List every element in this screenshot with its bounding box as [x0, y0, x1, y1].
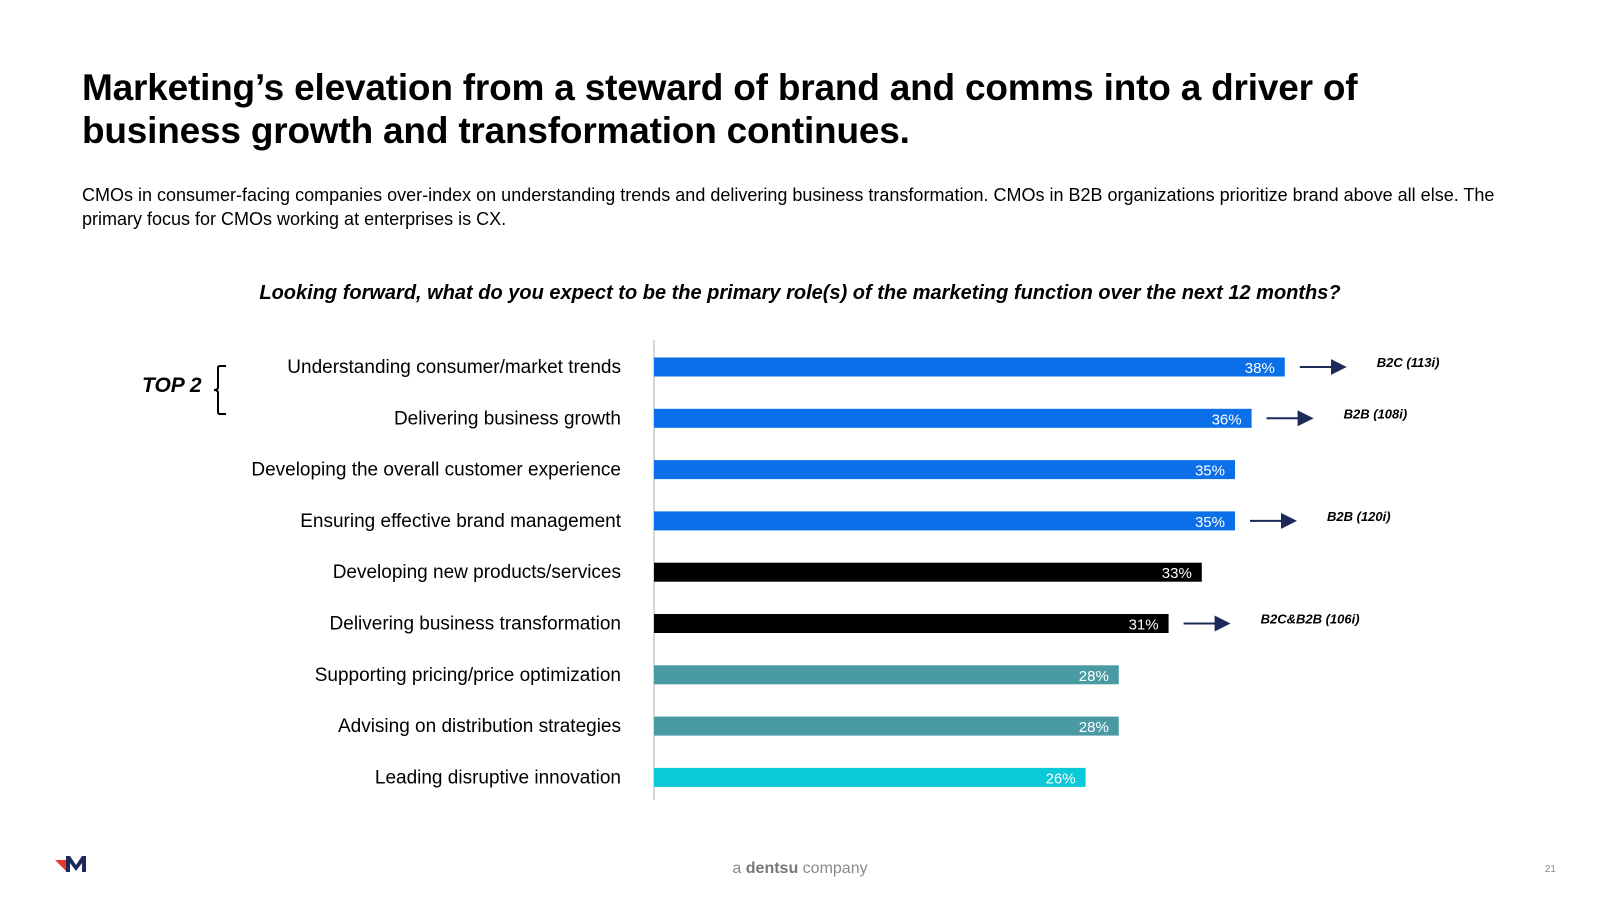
value-label: 26% — [1046, 770, 1076, 787]
bar — [654, 357, 1285, 377]
value-label: 35% — [1195, 463, 1225, 480]
logo-red-mark — [55, 860, 67, 872]
logo-m-mark — [66, 856, 86, 872]
category-label: Leading disruptive innovation — [375, 767, 621, 788]
category-label: Ensuring effective brand management — [300, 511, 621, 532]
segment-annotation: B2B (120i) — [1327, 509, 1391, 524]
value-label: 28% — [1079, 668, 1109, 685]
bar — [654, 408, 1252, 428]
category-label: Developing new products/services — [333, 562, 621, 583]
category-label: Advising on distribution strategies — [338, 716, 621, 737]
top2-brace — [213, 365, 226, 415]
chart-question: Looking forward, what do you expect to b… — [259, 282, 1341, 304]
bar — [654, 511, 1235, 531]
segment-annotation: B2B (108i) — [1344, 406, 1408, 421]
bar — [654, 665, 1119, 685]
page-title: Marketing’s elevation from a steward of … — [82, 67, 1358, 151]
bar — [654, 767, 1086, 787]
category-label: Understanding consumer/market trends — [287, 357, 621, 378]
segment-annotation: B2C&B2B (106i) — [1261, 612, 1360, 627]
bar — [654, 562, 1202, 582]
value-label: 38% — [1245, 360, 1275, 377]
value-label: 28% — [1079, 719, 1109, 736]
bar-chart: Understanding consumer/market trends 38% D… — [251, 340, 1440, 800]
top2-label: TOP 2 — [142, 374, 202, 397]
footer-company-prefix: a — [732, 860, 742, 877]
footer-company-name: dentsu — [745, 860, 799, 877]
footer-company-suffix: company — [802, 860, 868, 877]
segment-annotation: B2C (113i) — [1377, 355, 1440, 370]
bar — [654, 614, 1169, 633]
value-label: 31% — [1129, 617, 1159, 634]
footer-company: a dentsu company — [0, 860, 1600, 878]
page-number: 21 — [1544, 864, 1556, 875]
value-label: 35% — [1195, 514, 1225, 531]
value-label: 36% — [1212, 411, 1242, 428]
category-label: Delivering business transformation — [330, 614, 621, 635]
bar — [654, 716, 1119, 736]
bar — [654, 460, 1235, 480]
value-label: 33% — [1162, 565, 1192, 582]
company-logo-icon — [55, 856, 86, 872]
category-label: Delivering business growth — [394, 408, 621, 429]
category-label: Supporting pricing/price optimization — [315, 665, 621, 686]
page-subtitle: CMOs in consumer-facing companies over-i… — [82, 185, 1495, 229]
category-label: Developing the overall customer experien… — [251, 460, 621, 481]
